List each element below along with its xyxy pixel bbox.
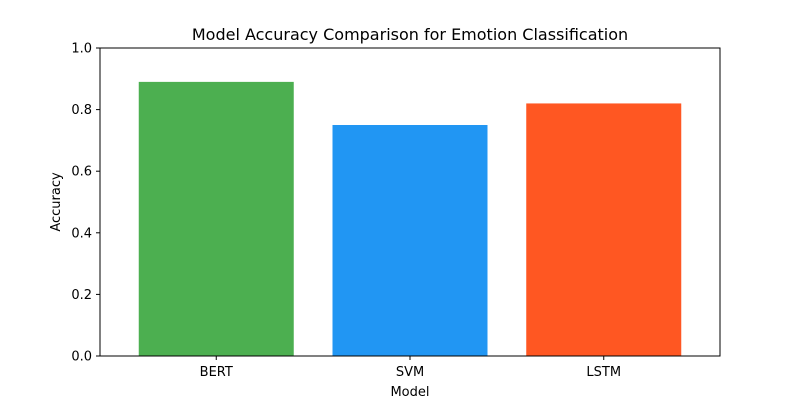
y-tick-label: 0.8: [71, 103, 92, 118]
y-tick-label: 0.4: [71, 226, 92, 241]
y-axis-label: Accuracy: [49, 172, 64, 232]
x-tick-label: LSTM: [586, 365, 621, 380]
x-axis-ticks: BERT SVM LSTM: [200, 356, 621, 380]
x-axis-label: Model: [390, 385, 429, 400]
bar-svm: [332, 125, 488, 356]
y-axis-ticks: 0.0 0.2 0.4 0.6 0.8 1.0: [71, 42, 100, 365]
chart-title: Model Accuracy Comparison for Emotion Cl…: [192, 25, 628, 44]
x-tick-label: BERT: [200, 365, 233, 380]
plot-frame: [99, 47, 721, 357]
y-tick-label: 0.0: [71, 350, 92, 365]
x-tick-label: SVM: [396, 365, 424, 380]
bar-bert: [138, 81, 294, 356]
bars-group: [138, 81, 682, 356]
y-tick-label: 1.0: [71, 42, 92, 57]
bar-lstm: [526, 103, 682, 356]
y-tick-label: 0.2: [71, 288, 92, 303]
y-tick-label: 0.6: [71, 165, 92, 180]
